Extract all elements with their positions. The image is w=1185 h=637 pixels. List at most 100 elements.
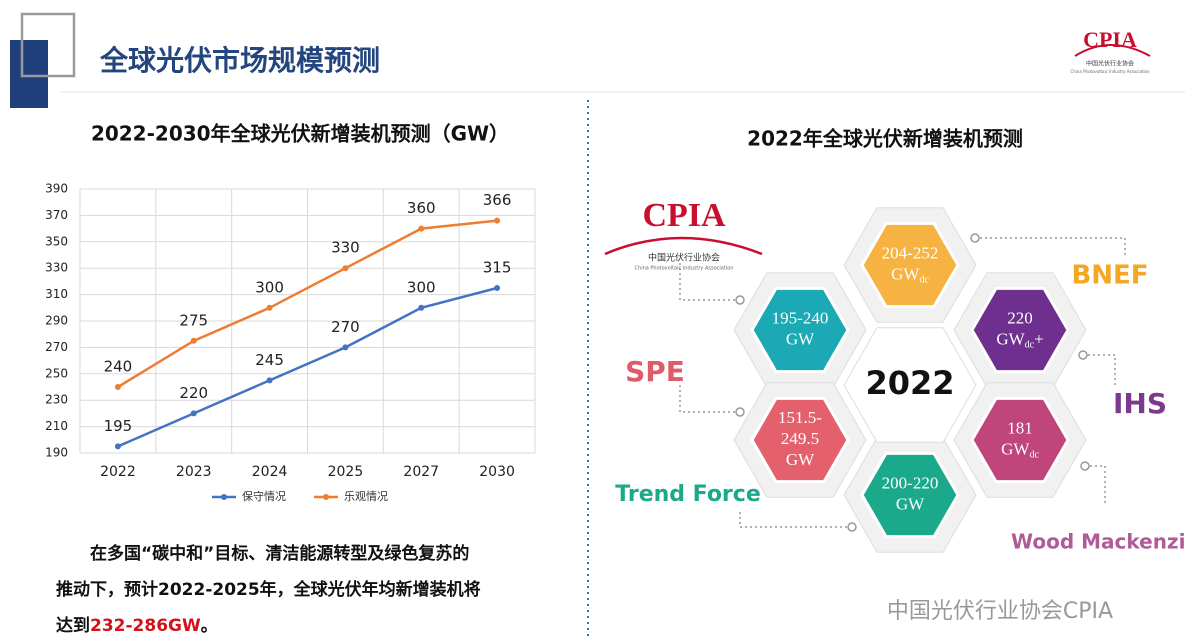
y-tick-label: 310 <box>45 287 68 301</box>
header-title: 全球光伏市场规模预测 <box>99 44 380 77</box>
logo-name: CPIA <box>642 197 726 234</box>
connector-dots <box>735 233 1090 532</box>
legend-label: 乐观情况 <box>344 490 388 503</box>
watermark: 中国光伏行业协会CPIA <box>887 599 1113 624</box>
source-label: BNEF <box>1071 261 1148 291</box>
legend-swatch <box>323 494 329 500</box>
logo-cn: 中国光伏行业协会 <box>1086 60 1134 68</box>
hex-text: 204-252 <box>882 243 939 262</box>
data-label: 245 <box>255 351 284 369</box>
data-point <box>342 344 349 351</box>
y-tick-label: 250 <box>45 366 68 380</box>
logo-name: CPIA <box>1083 27 1137 52</box>
hex-text: 200-220 <box>882 473 939 492</box>
x-tick-label: 2022 <box>100 464 136 480</box>
hex-text: 181 <box>1007 418 1033 437</box>
hex-value: GW <box>896 494 925 513</box>
note-line: 推动下，预计2022-2025年，全球光伏年均新增装机将 <box>56 580 481 600</box>
y-tick-label: 190 <box>45 446 68 460</box>
note-line: 达到232-286GW。 <box>56 608 576 637</box>
note-line: 在多国“碳中和”目标、清洁能源转型及绿色复苏的 <box>90 544 470 564</box>
y-tick-label: 330 <box>45 261 68 275</box>
data-label: 275 <box>179 311 208 329</box>
hex-text: GW <box>1001 439 1030 458</box>
hex-text: GW <box>896 494 925 513</box>
note: 在多国“碳中和”目标、清洁能源转型及绿色复苏的 推动下，预计2022-2025年… <box>56 536 576 637</box>
data-point <box>342 265 349 272</box>
center-label: 2022 <box>865 364 954 402</box>
x-tick-label: 2030 <box>479 464 515 480</box>
data-label: 240 <box>104 358 133 376</box>
series-line <box>117 219 498 389</box>
source-label: IHS <box>1113 387 1167 420</box>
data-point <box>266 377 273 384</box>
hex-suffix: + <box>1034 329 1044 348</box>
data-point <box>190 410 197 417</box>
legend-label: 保守情况 <box>242 489 286 503</box>
series-line <box>117 286 498 448</box>
note-highlight: 232-286GW <box>90 616 201 636</box>
diagram-title: 2022年全球光伏新增装机预测 <box>747 127 1023 151</box>
data-point <box>494 285 501 291</box>
data-point <box>494 217 501 224</box>
x-tick-label: 2025 <box>328 464 364 480</box>
hex-value: GWdc <box>891 264 929 285</box>
note-text: 。 <box>200 616 218 636</box>
data-label: 300 <box>407 278 436 296</box>
hex-value: 220 <box>1007 308 1033 327</box>
data-label: 366 <box>483 191 512 209</box>
source-label: Wood Mackenzie <box>1011 530 1185 554</box>
hex-value: 181 <box>1007 418 1033 437</box>
data-point <box>114 384 121 390</box>
data-label: 270 <box>331 318 360 336</box>
hex-text: 195-240 <box>772 308 829 327</box>
source-label: Trend Force <box>615 482 761 507</box>
data-label: 315 <box>483 259 512 277</box>
y-tick-label: 290 <box>45 314 68 328</box>
hex-value: 249.5 <box>781 429 819 448</box>
decor-outline <box>20 12 76 78</box>
hex-value: GWdc <box>1001 439 1039 460</box>
x-tick-label: 2027 <box>403 464 439 480</box>
source-label: SPE <box>625 355 685 388</box>
note-text: 达到 <box>56 616 90 636</box>
data-point <box>266 304 273 311</box>
data-point <box>190 337 197 344</box>
y-tick-label: 350 <box>45 234 68 248</box>
hex-text: GW <box>786 329 815 348</box>
hex-text: GW <box>786 450 815 469</box>
logo-en: China Photovoltaic Industry Association <box>1070 69 1150 74</box>
hex-node <box>970 396 1070 484</box>
y-tick-label: 390 <box>45 182 68 196</box>
data-point <box>418 225 425 232</box>
hex-center <box>843 327 977 443</box>
hex-text: 151.5- <box>778 408 822 427</box>
hex-value: 200-220 <box>882 473 939 492</box>
logo-cn: 中国光伏行业协会 <box>648 252 720 264</box>
hex-text: GW <box>996 329 1025 348</box>
data-label: 300 <box>255 278 284 296</box>
logo-en: China Photovoltaic Industry Association <box>635 266 734 272</box>
hex-sub: dc <box>1025 340 1035 351</box>
x-tick-label: 2023 <box>176 464 212 480</box>
hex-value: 195-240 <box>772 308 829 327</box>
data-label: 360 <box>407 199 436 217</box>
data-label: 220 <box>179 384 208 402</box>
hex-text: 249.5 <box>781 429 819 448</box>
chart-title: 2022-2030年全球光伏新增装机预测（GW） <box>91 122 509 146</box>
y-tick-label: 270 <box>45 340 68 354</box>
hex-sub: dc <box>919 275 929 286</box>
hex-node <box>750 396 850 484</box>
hex-text: 220 <box>1007 308 1033 327</box>
hex-node <box>860 451 960 539</box>
y-tick-label: 210 <box>45 419 68 433</box>
logo-arc <box>1074 44 1151 57</box>
logo-arc <box>604 236 763 256</box>
y-tick-label: 370 <box>45 208 68 222</box>
data-point <box>114 443 121 450</box>
hex-value: GW <box>786 450 815 469</box>
hex-node <box>970 286 1070 374</box>
x-tick-label: 2024 <box>252 464 288 480</box>
